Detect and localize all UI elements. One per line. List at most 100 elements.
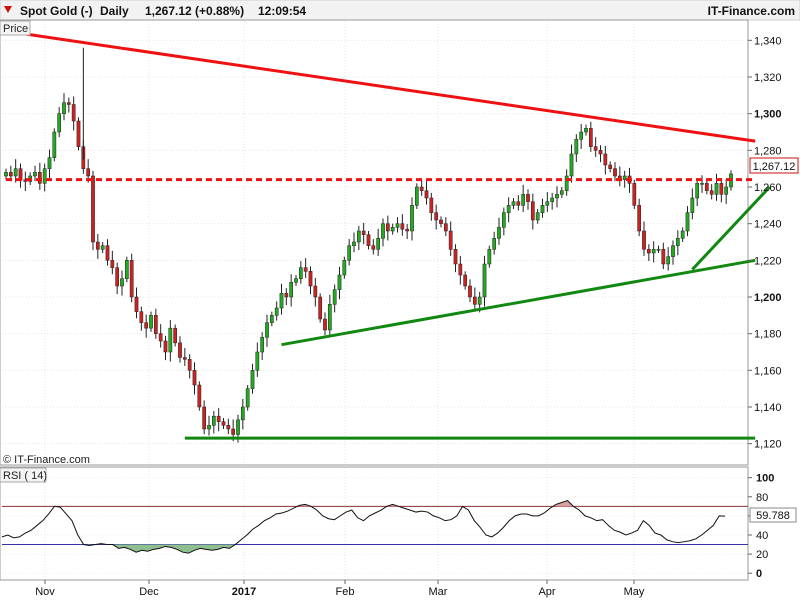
price-candle bbox=[569, 144, 574, 183]
price-axis-tick-label: 1,160 bbox=[754, 365, 782, 377]
candle-body bbox=[390, 227, 395, 232]
candle-body bbox=[419, 186, 424, 191]
price-candle bbox=[226, 418, 231, 435]
price-candle bbox=[448, 221, 453, 256]
candle-body bbox=[671, 245, 675, 257]
price-candle bbox=[690, 188, 695, 220]
price-axis-tick-label: 1,140 bbox=[754, 402, 782, 414]
price-candle bbox=[622, 170, 627, 188]
candle-body bbox=[704, 183, 709, 191]
candle-body bbox=[584, 128, 588, 133]
candle-body bbox=[545, 201, 550, 206]
price-candle bbox=[656, 245, 661, 253]
price-candle bbox=[704, 179, 709, 195]
candle-body bbox=[308, 271, 313, 287]
candle-body bbox=[714, 183, 719, 195]
candle-body bbox=[231, 428, 236, 435]
copyright-text: © IT-Finance.com bbox=[3, 454, 90, 466]
price-candle bbox=[598, 145, 603, 163]
candle-body bbox=[274, 307, 279, 316]
price-candle bbox=[265, 314, 269, 347]
price-candle bbox=[593, 137, 598, 157]
last-price-tag-value: 1,267.12 bbox=[753, 161, 796, 173]
candle-body bbox=[120, 278, 124, 287]
price-candle bbox=[274, 301, 279, 321]
candle-body bbox=[352, 241, 356, 246]
price-candle bbox=[105, 239, 110, 266]
candle-body bbox=[42, 168, 47, 184]
price-candle bbox=[308, 266, 313, 295]
candle-body bbox=[342, 260, 347, 276]
price-candle bbox=[260, 332, 265, 361]
candle-body bbox=[603, 153, 608, 166]
candle-body bbox=[115, 267, 120, 287]
rsi-axis-tick-label: 80 bbox=[756, 492, 768, 504]
candle-body bbox=[521, 194, 526, 206]
candle-body bbox=[501, 212, 506, 228]
price-candle bbox=[516, 195, 521, 211]
candle-body bbox=[318, 296, 323, 320]
rsi-axis-tick-label: 20 bbox=[756, 549, 768, 561]
price-candle bbox=[168, 320, 173, 362]
price-candle bbox=[342, 256, 347, 279]
candle-body bbox=[236, 419, 240, 435]
candle-body bbox=[443, 223, 448, 232]
price-panel-label-box bbox=[0, 20, 31, 36]
down-arrow-icon bbox=[4, 6, 12, 13]
price-candle bbox=[637, 198, 642, 237]
price-candle bbox=[429, 192, 434, 221]
candle-body bbox=[158, 333, 163, 342]
price-candle bbox=[385, 215, 390, 241]
price-candle bbox=[356, 225, 361, 251]
price-candle bbox=[289, 274, 294, 307]
candle-body bbox=[153, 315, 158, 334]
candle-body bbox=[260, 337, 265, 353]
candle-body bbox=[110, 260, 115, 268]
candle-body bbox=[294, 278, 298, 283]
candle-body bbox=[385, 223, 390, 232]
candle-body bbox=[661, 249, 666, 265]
price-candle bbox=[47, 149, 52, 179]
candle-body bbox=[149, 315, 153, 329]
price-candle bbox=[13, 159, 18, 183]
x-axis-tick-label: Dec bbox=[139, 586, 159, 598]
candle-body bbox=[414, 186, 419, 206]
candle-body bbox=[506, 205, 511, 213]
candle-body bbox=[332, 289, 337, 305]
rsi-series-line bbox=[1, 500, 726, 554]
rsi-axis-tick-label: 0 bbox=[756, 568, 762, 580]
candle-body bbox=[37, 172, 42, 184]
price-candle bbox=[120, 270, 124, 296]
price-candle bbox=[468, 279, 472, 303]
candle-body bbox=[680, 230, 685, 239]
candle-body bbox=[269, 315, 274, 323]
price-candle bbox=[709, 184, 714, 200]
candle-body bbox=[356, 230, 361, 243]
price-candle bbox=[371, 239, 376, 255]
candle-body bbox=[530, 201, 535, 221]
candle-body bbox=[569, 153, 574, 177]
price-candle bbox=[284, 288, 289, 306]
price-candle bbox=[390, 223, 395, 235]
price-candle bbox=[680, 227, 685, 242]
candle-body bbox=[240, 406, 245, 421]
candle-body bbox=[482, 263, 487, 298]
candle-body bbox=[207, 425, 211, 430]
candle-body bbox=[216, 415, 221, 422]
price-candle bbox=[511, 198, 516, 209]
candle-body bbox=[211, 415, 216, 426]
price-candle bbox=[57, 107, 62, 138]
candle-body bbox=[76, 120, 81, 147]
price-candle bbox=[439, 216, 443, 228]
price-candle bbox=[603, 145, 608, 175]
price-axis-tick-label: 1,260 bbox=[754, 182, 782, 194]
candle-body bbox=[622, 175, 627, 180]
last-price-tag bbox=[749, 157, 799, 174]
price-candle bbox=[211, 411, 216, 434]
candle-body bbox=[700, 183, 704, 185]
price-panel bbox=[0, 19, 749, 466]
candle-body bbox=[4, 172, 8, 177]
candle-body bbox=[33, 172, 37, 177]
candle-body bbox=[656, 249, 661, 251]
price-candle bbox=[501, 207, 506, 236]
